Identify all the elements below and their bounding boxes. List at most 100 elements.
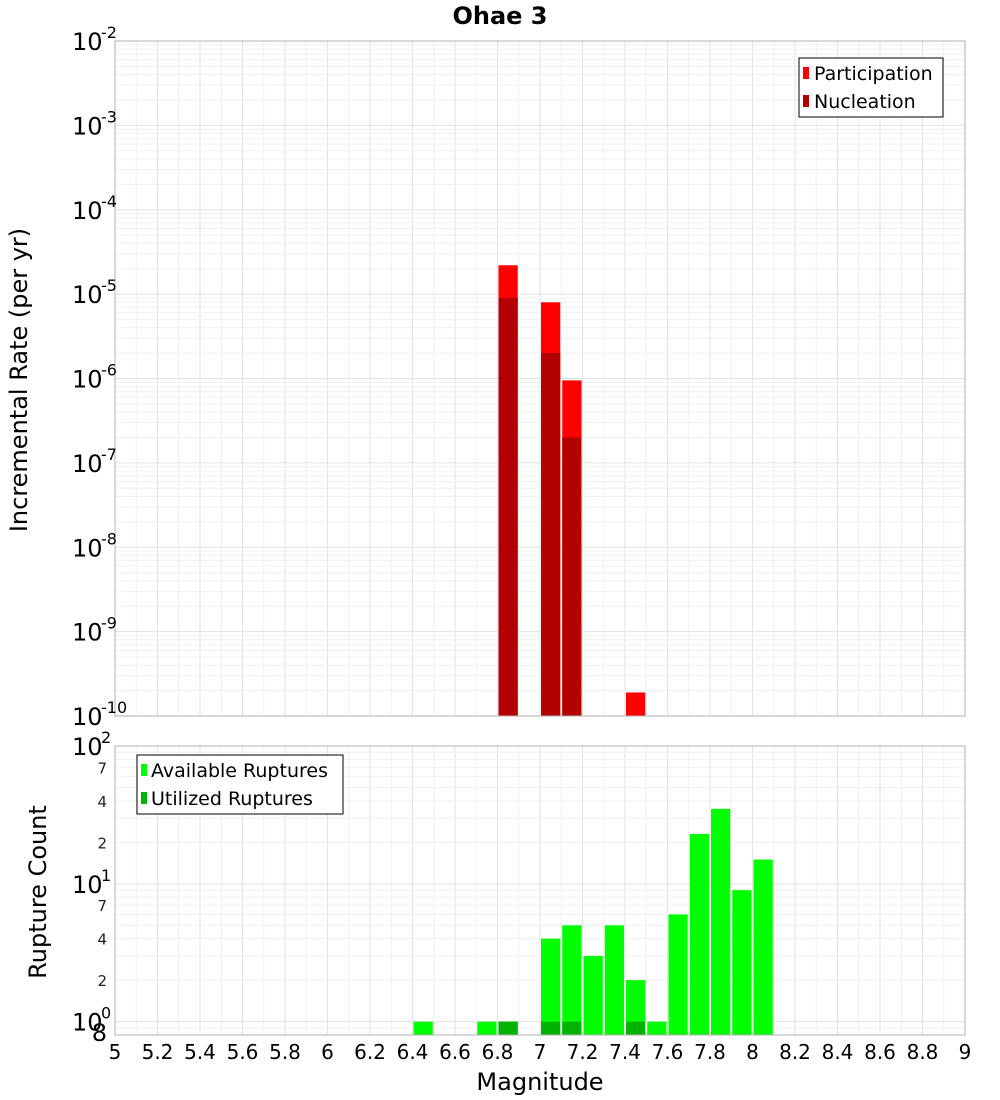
- legend-label-available: Available Ruptures: [151, 760, 328, 782]
- y-tick-base: 10: [72, 619, 103, 647]
- y-tick-label: 10-6: [72, 361, 117, 394]
- available-ruptures-bar: [711, 808, 731, 1035]
- x-tick-label: 6.4: [397, 1040, 429, 1064]
- y-tick-exponent: -4: [101, 192, 117, 211]
- x-tick-label: 7.6: [652, 1040, 684, 1064]
- x-tick-label: 8.4: [822, 1040, 854, 1064]
- legend-label-nucleation: Nucleation: [814, 91, 916, 113]
- y-tick-base: 10: [72, 366, 103, 394]
- y-tick-base: 10: [72, 112, 103, 140]
- available-ruptures-bar: [477, 1021, 497, 1035]
- x-tick-label: 8: [746, 1040, 759, 1064]
- y-tick-base: 10: [72, 871, 103, 899]
- y-tick-base: 10: [72, 1009, 103, 1037]
- y-tick-base: 10: [72, 703, 103, 731]
- y-tick-exponent: 0: [101, 1004, 111, 1023]
- x-tick-label: 5.6: [227, 1040, 259, 1064]
- utilized-ruptures-bar: [562, 1021, 582, 1035]
- y-tick-exponent: -5: [101, 276, 117, 295]
- y-minor-tick-label: 7: [97, 897, 107, 915]
- nucleation-bar: [541, 353, 561, 716]
- rate-legend-box: [798, 57, 944, 118]
- count-panel-frame: [114, 745, 966, 1036]
- x-tick-label: 7.4: [609, 1040, 641, 1064]
- x-axis-label: Magnitude: [476, 1068, 603, 1096]
- x-tick-label: 8.6: [864, 1040, 896, 1064]
- y-tick-label: 10-5: [72, 276, 117, 309]
- y-tick-exponent: -7: [101, 445, 117, 464]
- y-tick-base: 10: [72, 450, 103, 478]
- x-tick-label: 9: [959, 1040, 972, 1064]
- legend-label-utilized: Utilized Ruptures: [151, 788, 313, 810]
- y-minor-tick-label: 7: [97, 759, 107, 777]
- y-tick-label: 10-4: [72, 192, 117, 225]
- y-tick-base: 10: [72, 534, 103, 562]
- available-ruptures-bar: [562, 925, 582, 1035]
- y-tick-exponent: -3: [101, 107, 117, 126]
- rate-legend: Participation Nucleation: [798, 57, 944, 118]
- y-tick-base: 10: [72, 733, 103, 761]
- count-panel-grid: [114, 746, 966, 1036]
- legend-swatch-available: [141, 764, 147, 776]
- y-minor-tick-label: 2: [97, 834, 107, 852]
- x-tick-label: 7.8: [694, 1040, 726, 1064]
- participation-bar: [626, 692, 646, 716]
- x-tick-label: 6: [321, 1040, 334, 1064]
- available-ruptures-bar: [626, 980, 646, 1035]
- y-tick-base: 10: [72, 28, 103, 56]
- x-tick-label: 6.8: [482, 1040, 514, 1064]
- legend-label-participation: Participation: [814, 63, 933, 85]
- available-ruptures-bar: [668, 914, 688, 1035]
- x-tick-label: 5.8: [269, 1040, 301, 1064]
- y-tick-exponent: 2: [101, 728, 111, 747]
- y-tick-label: 10-3: [72, 107, 117, 140]
- count-y-axis-label: Rupture Count: [24, 805, 52, 979]
- y-tick-exponent: -6: [101, 361, 117, 380]
- y-tick-label: 101: [72, 866, 111, 899]
- y-tick-base: 10: [72, 281, 103, 309]
- x-tick-label: 5: [109, 1040, 122, 1064]
- x-tick-label: 5.2: [142, 1040, 174, 1064]
- y-tick-exponent: -10: [101, 698, 127, 717]
- available-ruptures-bar: [753, 859, 773, 1035]
- x-tick-label: 7: [534, 1040, 547, 1064]
- y-minor-tick-label: 4: [97, 793, 107, 811]
- available-ruptures-bar: [604, 925, 624, 1035]
- count-legend-box: [136, 754, 344, 815]
- chart-title: Ohae 3: [452, 2, 547, 30]
- available-ruptures-bar: [732, 890, 752, 1035]
- rate-panel-bars: [498, 265, 646, 716]
- y-minor-tick-label: 8: [92, 1019, 107, 1047]
- y-tick-label: 10-10: [72, 698, 127, 731]
- y-tick-base: 10: [72, 197, 103, 225]
- available-ruptures-bar: [583, 955, 603, 1035]
- x-tick-label: 5.4: [184, 1040, 216, 1064]
- nucleation-bar: [498, 297, 518, 716]
- utilized-ruptures-bar: [498, 1021, 518, 1035]
- y-tick-exponent: -2: [101, 23, 117, 42]
- x-tick-label: 6.2: [354, 1040, 386, 1064]
- utilized-ruptures-bar: [541, 1021, 561, 1035]
- y-tick-label: 102: [72, 728, 111, 761]
- rate-panel-grid: [114, 41, 966, 717]
- x-tick-label: 7.2: [567, 1040, 599, 1064]
- y-tick-exponent: 1: [101, 866, 111, 885]
- available-ruptures-bar: [413, 1021, 433, 1035]
- utilized-ruptures-bar: [626, 1021, 646, 1035]
- nucleation-bar: [562, 437, 582, 716]
- available-ruptures-bar: [647, 1021, 667, 1035]
- x-tick-label: 8.8: [907, 1040, 939, 1064]
- y-tick-label: 10-2: [72, 23, 117, 56]
- x-tick-label: 8.2: [779, 1040, 811, 1064]
- y-tick-exponent: -8: [101, 529, 117, 548]
- rate-y-axis-label: Incremental Rate (per yr): [5, 228, 33, 532]
- count-legend: Available Ruptures Utilized Ruptures: [136, 754, 344, 815]
- count-panel-bars: [413, 808, 773, 1035]
- y-tick-label: 10-7: [72, 445, 117, 478]
- y-tick-label: 10-8: [72, 529, 117, 562]
